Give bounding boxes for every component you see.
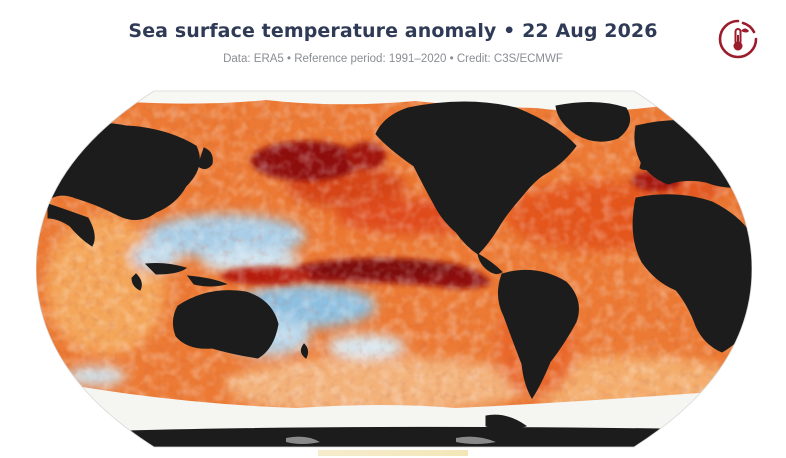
- page-title: Sea surface temperature anomaly • 22 Aug…: [128, 20, 658, 42]
- sst-anomaly-map: [36, 90, 752, 448]
- page-subtitle: Data: ERA5 • Reference period: 1991–2020…: [223, 53, 563, 65]
- colorbar-strip: [318, 450, 468, 456]
- thermometer-logo-icon: [718, 19, 758, 59]
